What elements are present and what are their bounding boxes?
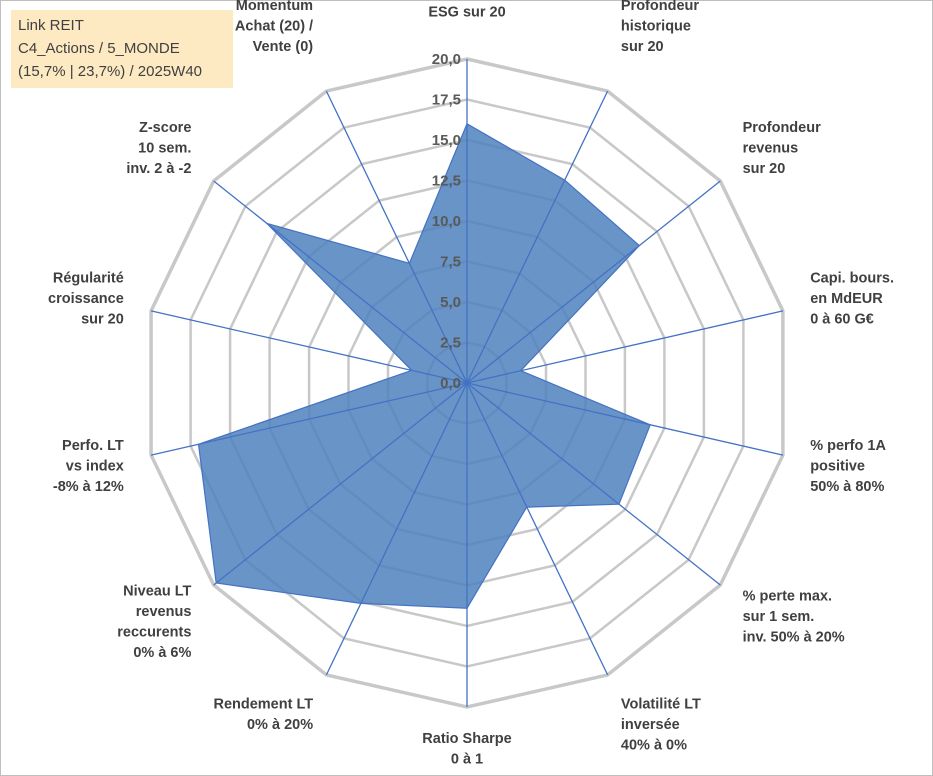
axis-label: Profondeur revenus sur 20 — [743, 120, 821, 177]
axis-label-line: en MdEUR — [810, 291, 883, 307]
tick-label: 10,0 — [432, 213, 461, 230]
tick-label: 7,5 — [440, 254, 461, 271]
axis-label-line: -8% à 12% — [53, 479, 124, 495]
tick-label: 17,5 — [432, 92, 461, 109]
axis-label-line: 0% à 20% — [247, 717, 313, 733]
axis-spoke — [466, 180, 721, 384]
axis-spoke — [466, 90, 609, 384]
axis-label: Perfo. LT vs index -8% à 12% — [53, 438, 124, 495]
series-area — [197, 122, 651, 609]
axis-labels: NoteESG sur 20 Profondeur historique sur 20… — [48, 0, 894, 768]
radar-series — [197, 122, 651, 609]
axis-label: Momentum Achat (20) / Vente (0) — [235, 0, 313, 55]
tick-label: 15,0 — [432, 132, 461, 149]
axis-spoke — [213, 382, 468, 586]
axis-label-line: 0 à 60 G€ — [810, 312, 874, 328]
axis-label-line: 10 sem. — [138, 141, 191, 157]
tick-label: 5,0 — [440, 294, 461, 311]
info-category: C4_Actions / 5_MONDE — [18, 40, 180, 57]
axis-label-line: sur 20 — [743, 161, 786, 177]
axis-label-line: % perte max. — [743, 588, 832, 604]
axis-label: Rendement LT 0% à 20% — [213, 696, 313, 733]
axis-label: Régularité croissance sur 20 — [48, 271, 124, 328]
axis-label-line: 0 à 1 — [451, 752, 483, 768]
axis-spoke — [466, 382, 609, 676]
axis-label: Niveau LT revenus reccurents 0% à 6% — [117, 584, 191, 662]
axis-spoke — [466, 382, 721, 586]
axis-label-line: croissance — [48, 291, 124, 307]
axis-label-line: Momentum — [236, 0, 313, 14]
axis-label: Volatilité LT inversée 40% à 0% — [621, 696, 701, 753]
info-stats: (15,7% | 23,7%) / 2025W40 — [18, 63, 202, 80]
axis-label-line: inv. 2 à -2 — [126, 161, 191, 177]
axis-spoke — [150, 382, 468, 456]
axis-spoke — [466, 310, 784, 384]
axis-label-line: inversée — [621, 717, 680, 733]
axis-label-line: sur 20 — [81, 312, 124, 328]
axis-spoke — [325, 382, 468, 676]
axis-label-line: 50% à 80% — [810, 479, 884, 495]
axis-label-line: sur 1 sem. — [743, 609, 815, 625]
info-title: Link REIT — [18, 17, 84, 34]
axis-label-line: % perfo 1A — [810, 438, 886, 454]
radar-spokes — [150, 59, 784, 707]
axis-label-line: Volatilité LT — [621, 696, 701, 712]
axis-label-line: Niveau LT — [123, 584, 191, 600]
axis-label: NoteESG sur 20 — [428, 0, 505, 21]
axis-label-line: Rendement LT — [213, 696, 313, 712]
axis-label-line: 40% à 0% — [621, 737, 687, 753]
axis-label: Profondeur historique sur 20 — [621, 0, 699, 55]
axis-label-line: Z-score — [139, 120, 191, 136]
axis-label: Ratio Sharpe 0 à 1 — [422, 731, 511, 768]
axis-label-line: Profondeur — [743, 120, 821, 136]
axis-spoke — [466, 382, 784, 456]
axis-label-line: ESG sur 20 — [428, 5, 505, 21]
axis-label-line: revenus — [136, 604, 192, 620]
axis-label-line: Capi. bours. — [810, 271, 894, 287]
tick-label: 2,5 — [440, 335, 461, 352]
axis-label-line: historique — [621, 19, 691, 35]
axis-label-line: Achat (20) / — [235, 19, 313, 35]
axis-label: Z-score 10 sem. inv. 2 à -2 — [126, 120, 191, 177]
axis-label: % perte max. sur 1 sem. inv. 50% à 20% — [743, 588, 845, 645]
tick-label: 0,0 — [440, 375, 461, 392]
tick-label: 12,5 — [432, 173, 461, 190]
axis-label-line: Vente (0) — [253, 39, 314, 55]
tick-label: 20,0 — [432, 51, 461, 68]
radial-tick-labels: 0,0 2,5 5,0 7,5 10,0 12,5 15,0 17,5 20,0 — [432, 51, 461, 392]
axis-spoke — [150, 310, 468, 384]
axis-label: Capi. bours. en MdEUR 0 à 60 G€ — [810, 271, 894, 328]
axis-label-line: vs index — [66, 458, 124, 474]
axis-label-line: reccurents — [117, 625, 191, 641]
axis-label-line: Régularité — [53, 271, 124, 287]
axis-label: % perfo 1A positive 50% à 80% — [810, 438, 886, 495]
axis-label-line: revenus — [743, 141, 799, 157]
axis-label-line: inv. 50% à 20% — [743, 629, 845, 645]
axis-spoke — [213, 180, 468, 384]
axis-label-line: positive — [810, 458, 865, 474]
axis-label-line: Perfo. LT — [62, 438, 124, 454]
axis-label-line: Profondeur — [621, 0, 699, 14]
axis-label-line: 0% à 6% — [133, 645, 191, 661]
axis-spoke — [325, 90, 468, 384]
info-box: Link REIT C4_Actions / 5_MONDE (15,7% | … — [11, 10, 233, 88]
axis-label-line: Ratio Sharpe — [422, 731, 511, 747]
axis-label-line: sur 20 — [621, 39, 664, 55]
